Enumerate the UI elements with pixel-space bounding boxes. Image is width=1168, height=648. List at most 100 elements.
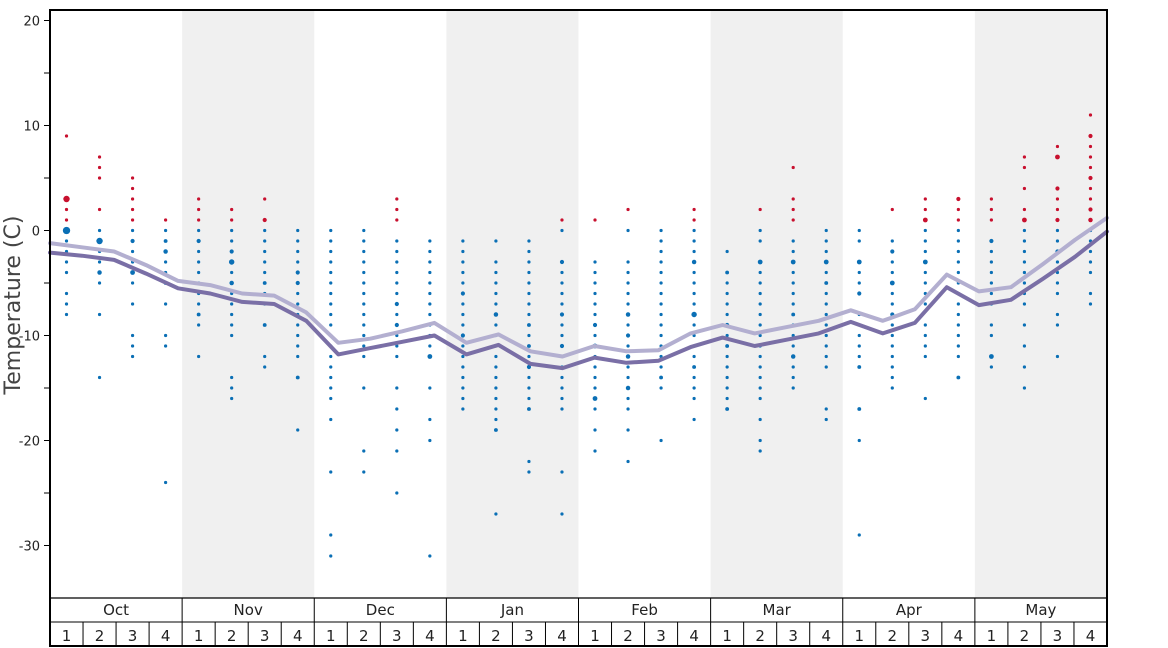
data-point-above-freezing (230, 218, 234, 222)
data-point-above-freezing (63, 195, 70, 203)
data-point-below-freezing (824, 354, 828, 359)
data-point-below-freezing (428, 239, 432, 243)
data-point-below-freezing (1088, 260, 1093, 264)
data-point-below-freezing (1022, 239, 1027, 243)
data-point-below-freezing (527, 270, 531, 275)
data-point-below-freezing (989, 323, 993, 327)
data-point-below-freezing (923, 323, 927, 327)
data-point-below-freezing (857, 281, 861, 285)
data-point-below-freezing (691, 311, 697, 318)
y-axis-label: Temperature (C) (1, 216, 26, 396)
data-point-below-freezing (1055, 239, 1060, 243)
data-point-below-freezing (494, 302, 498, 306)
data-point-below-freezing (395, 428, 399, 432)
data-point-below-freezing (394, 322, 399, 328)
data-point-below-freezing (494, 428, 498, 432)
data-point-below-freezing (659, 333, 663, 338)
data-point-below-freezing (395, 407, 399, 411)
data-point-above-freezing (956, 207, 960, 212)
data-point-below-freezing (593, 260, 597, 264)
data-point-above-freezing (64, 218, 69, 222)
upper-average-line (48, 215, 1109, 359)
data-point-below-freezing (428, 554, 432, 558)
data-point-below-freezing (692, 291, 696, 296)
data-point-below-freezing (527, 281, 531, 285)
data-point-below-freezing (659, 438, 663, 443)
data-point-below-freezing (758, 312, 762, 317)
data-point-below-freezing (626, 428, 630, 432)
data-point-below-freezing (1088, 270, 1093, 275)
data-point-below-freezing (362, 291, 366, 296)
data-point-below-freezing (461, 354, 465, 359)
data-point-below-freezing (296, 302, 300, 306)
data-point-above-freezing (922, 217, 928, 223)
data-point-below-freezing (395, 249, 399, 254)
data-point-below-freezing (989, 260, 993, 264)
data-point-above-freezing (1088, 217, 1093, 223)
data-point-below-freezing (758, 302, 762, 306)
data-point-above-freezing (593, 218, 597, 222)
data-point-below-freezing (758, 323, 762, 327)
data-point-below-freezing (956, 323, 960, 327)
data-point-below-freezing (494, 396, 498, 401)
data-point-below-freezing (1055, 228, 1060, 233)
data-point-below-freezing (461, 239, 465, 243)
data-point-below-freezing (923, 281, 927, 285)
data-point-below-freezing (593, 428, 597, 432)
data-point-below-freezing (824, 291, 828, 296)
data-point-below-freezing (296, 333, 300, 338)
data-point-below-freezing (362, 344, 366, 348)
data-point-below-freezing (461, 323, 465, 327)
data-point-below-freezing (1022, 270, 1027, 275)
data-point-below-freezing (659, 228, 663, 233)
data-point-above-freezing (791, 197, 795, 201)
data-point-below-freezing (329, 228, 333, 233)
data-point-above-freezing (395, 218, 399, 222)
data-point-below-freezing (164, 344, 168, 348)
data-point-below-freezing (692, 239, 696, 243)
data-point-below-freezing (692, 249, 696, 254)
data-point-below-freezing (560, 302, 564, 306)
month-label-apr: Apr (896, 601, 923, 619)
data-point-below-freezing (329, 239, 333, 243)
week-label: 3 (1053, 627, 1063, 645)
data-point-above-freezing (1055, 217, 1060, 223)
data-point-above-freezing (1055, 207, 1060, 212)
data-point-below-freezing (956, 333, 960, 338)
y-tick-label: -20 (19, 435, 40, 450)
data-point-below-freezing (560, 323, 564, 327)
data-point-below-freezing (263, 260, 267, 264)
data-point-below-freezing (857, 365, 862, 369)
data-point-below-freezing (725, 312, 729, 317)
data-point-below-freezing (329, 396, 333, 401)
data-point-below-freezing (691, 259, 697, 265)
data-point-below-freezing (791, 344, 795, 348)
week-label: 2 (1020, 627, 1030, 645)
week-label: 2 (755, 627, 765, 645)
data-point-below-freezing (97, 375, 102, 380)
week-label: 1 (194, 627, 204, 645)
data-point-below-freezing (725, 386, 729, 390)
data-point-below-freezing (230, 312, 234, 317)
data-point-below-freezing (593, 302, 597, 306)
data-point-below-freezing (527, 354, 531, 359)
data-point-below-freezing (362, 323, 366, 327)
data-point-below-freezing (428, 260, 432, 264)
data-point-below-freezing (329, 386, 333, 390)
data-point-below-freezing (296, 249, 300, 254)
data-point-below-freezing (394, 301, 399, 307)
data-point-below-freezing (1022, 344, 1027, 348)
data-point-below-freezing (329, 554, 333, 558)
data-point-below-freezing (692, 270, 696, 275)
data-point-below-freezing (164, 480, 168, 485)
data-point-below-freezing (230, 333, 234, 338)
data-point-below-freezing (989, 333, 993, 338)
data-point-below-freezing (163, 249, 168, 254)
data-point-below-freezing (989, 291, 993, 296)
data-point-below-freezing (1055, 260, 1060, 264)
data-point-below-freezing (296, 428, 300, 432)
data-point-below-freezing (395, 281, 399, 285)
data-point-below-freezing (395, 291, 399, 296)
data-point-below-freezing (890, 302, 894, 306)
data-point-above-freezing (1022, 207, 1027, 212)
